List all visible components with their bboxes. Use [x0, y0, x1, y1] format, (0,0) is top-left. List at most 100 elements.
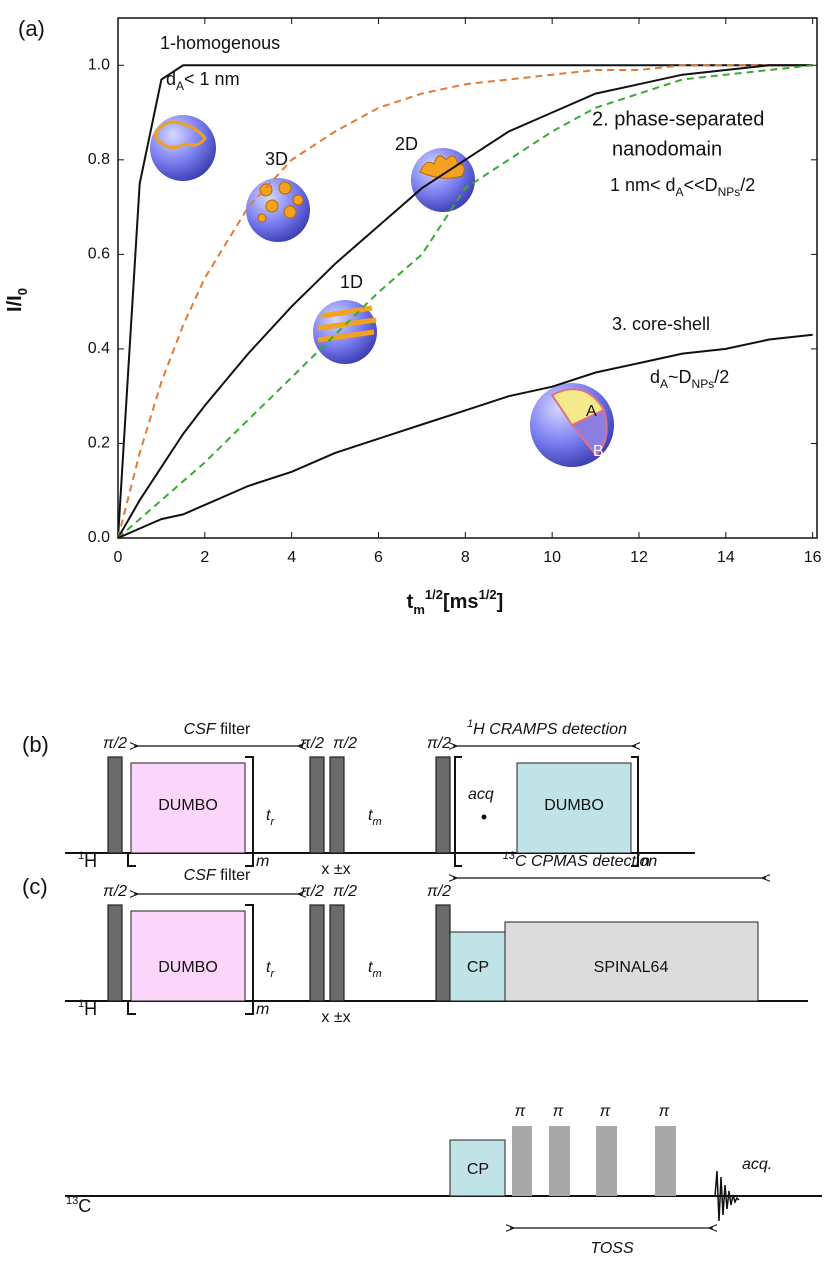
pulse	[436, 905, 450, 1001]
chart-a: (a) I/I0 tm1/2[ms1/2] A B 1-homogenous d…	[4, 16, 821, 617]
phase-label: x ±x	[321, 861, 350, 878]
annotation-part: /2	[714, 367, 729, 387]
pulse-label: π/2	[300, 883, 324, 900]
delay-label: tm	[368, 807, 382, 828]
annotation-part: < 1 nm	[184, 69, 240, 89]
illustrations: A B	[150, 115, 614, 467]
x-tick-label: 8	[461, 549, 470, 566]
delay-part: r	[270, 968, 275, 980]
nucleus-part: C	[78, 1196, 91, 1216]
filter-part: CSF	[184, 721, 217, 738]
loop-label: m	[256, 853, 269, 870]
y-tick-label: 0.8	[88, 151, 110, 168]
x-tick-label: 2	[200, 549, 209, 566]
curve-label: 2D	[395, 134, 418, 154]
annotation: 2. phase-separated	[592, 108, 764, 130]
curve	[118, 65, 813, 538]
pulse	[436, 757, 450, 853]
annotation-part: /2	[740, 175, 755, 195]
pulse-label: π/2	[427, 735, 451, 752]
x-label-part: 1/2	[479, 587, 497, 602]
loop-label: m	[256, 1001, 269, 1018]
pulse-label: π/2	[333, 883, 357, 900]
pulse	[330, 905, 344, 1001]
panel-c: (c) π/2 π/2 π/2 π/2 CSF filter 13C CPMAS…	[22, 850, 822, 1257]
pi-label: π	[600, 1103, 611, 1120]
block-label: DUMBO	[158, 959, 218, 976]
pi-label: π	[515, 1103, 526, 1120]
pulse-label: π/2	[427, 883, 451, 900]
y-tick-label: 0.2	[88, 435, 110, 452]
block-label: DUMBO	[158, 797, 218, 814]
annotation-part: ~D	[668, 367, 692, 387]
annotation-part: A	[176, 79, 184, 93]
x-tick-label: 14	[717, 549, 735, 566]
curve-label: 1D	[340, 272, 363, 292]
y-tick-label: 0.0	[88, 529, 110, 546]
curve-label: 1-homogenous	[160, 33, 280, 53]
pulse	[108, 757, 122, 853]
acq-label: acq.	[742, 1156, 772, 1173]
filter-part: filter	[216, 721, 251, 738]
sphere	[246, 178, 310, 242]
x-tick-label: 12	[630, 549, 648, 566]
curve-label: 3D	[265, 149, 288, 169]
pi-label: π	[553, 1103, 564, 1120]
delay-part: m	[372, 968, 381, 980]
nucleus-part: 13	[66, 1195, 78, 1207]
pulse-label: π/2	[103, 883, 127, 900]
filter-part: filter	[216, 867, 251, 884]
nucleus-label: 1H	[78, 850, 97, 871]
annotation: 1 nm< dA<<DNPs/2	[610, 175, 755, 199]
toss-label: TOSS	[590, 1240, 634, 1257]
curve	[118, 65, 813, 538]
panel-label: (a)	[18, 16, 45, 41]
nucleus-label: 13C	[66, 1195, 91, 1216]
pulse	[330, 757, 344, 853]
plot-frame	[118, 18, 817, 538]
pulse-label: π/2	[333, 735, 357, 752]
detection-part: C CPMAS detection	[515, 853, 657, 870]
curve-label: 3. core-shell	[612, 314, 710, 334]
y-axis-label: I/I0	[4, 288, 30, 312]
annotation-part: A	[660, 377, 668, 391]
detection-label: 1H CRAMPS detection	[467, 718, 627, 738]
y-tick-label: 0.4	[88, 340, 110, 357]
x-label-part: [ms	[443, 591, 479, 613]
block-label: DUMBO	[544, 797, 604, 814]
y-label-part: I/I	[4, 295, 26, 312]
filter-label: CSF filter	[184, 721, 251, 738]
x-tick-label: 0	[114, 549, 123, 566]
block-label: CP	[467, 959, 489, 976]
y-tick-label: 1.0	[88, 56, 110, 73]
delay-part: m	[372, 816, 381, 828]
annotation-part: 1 nm< d	[610, 175, 676, 195]
x-label-part: ]	[497, 591, 504, 613]
curve	[118, 335, 813, 538]
detection-part: H CRAMPS detection	[473, 721, 627, 738]
dumbo-block	[131, 911, 245, 1001]
annotation-part: NPs	[718, 185, 741, 199]
annotation-part: d	[650, 367, 660, 387]
pulse-label: π/2	[300, 735, 324, 752]
detection-label: 13C CPMAS detection	[503, 850, 658, 870]
delay-part: r	[270, 816, 275, 828]
shell-label: B	[593, 443, 604, 460]
nucleus-part: H	[84, 851, 97, 871]
core-label: A	[586, 403, 597, 420]
annotation: dA< 1 nm	[166, 69, 240, 93]
x-tick-label: 4	[287, 549, 296, 566]
delay-label: tr	[266, 959, 275, 980]
x-axis-label: tm1/2[ms1/2]	[407, 587, 504, 617]
y-tick-label: 0.6	[88, 246, 110, 263]
block-label: CP	[467, 1161, 489, 1178]
panel-label: (b)	[22, 732, 49, 757]
annotation: nanodomain	[612, 138, 722, 160]
filter-label: CSF filter	[184, 867, 251, 884]
panel-label: (c)	[22, 874, 48, 899]
pulse-label: π/2	[103, 735, 127, 752]
figure: (a) I/I0 tm1/2[ms1/2] A B 1-homogenous d…	[0, 0, 825, 1261]
pulse	[310, 905, 324, 1001]
nucleus-label: 1H	[78, 998, 97, 1019]
nucleus-part: H	[84, 999, 97, 1019]
